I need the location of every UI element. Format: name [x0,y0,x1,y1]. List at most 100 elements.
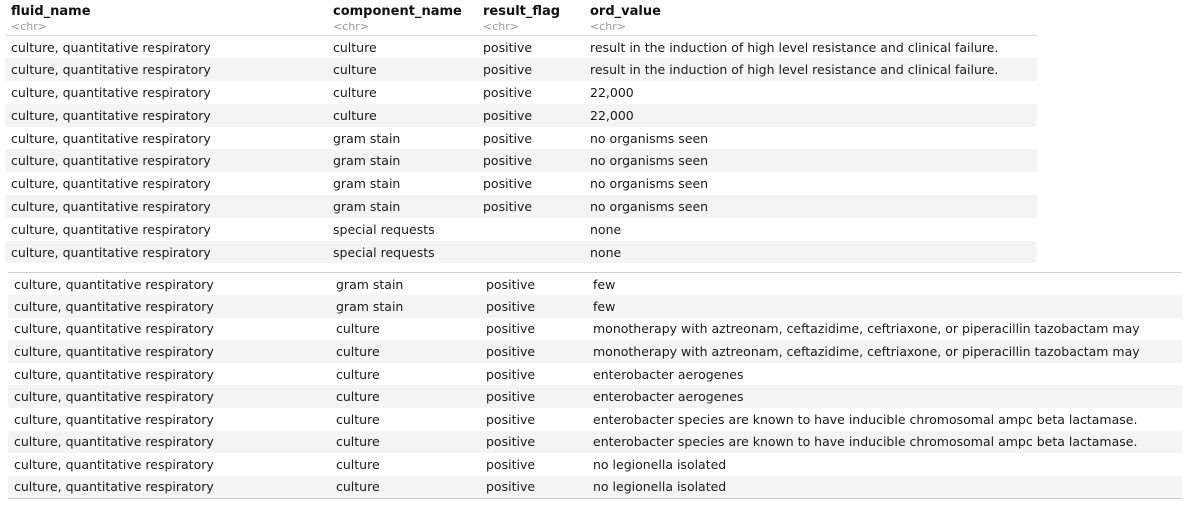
table-row: culture, quantitative respiratory culture… [8,362,1182,386]
cell-fluid-name: culture, quantitative respiratory [11,176,211,192]
table-row: culture, quantitative respiratory culture… [8,430,1182,454]
table-row: culture, quantitative respiratory culture… [8,340,1182,363]
table-row: culture, quantitative respiratory culture… [8,385,1182,409]
table-row: culture, quantitative respiratory culture… [8,317,1182,341]
cell-result-flag [477,241,584,264]
table-row: culture, quantitative respiratory culture… [5,58,1037,82]
results-table-top: fluid_name component_name result_flag or… [5,3,1037,264]
cell-fluid-name: culture, quantitative respiratory [11,107,211,123]
cell-component-name: gram stain [333,153,401,169]
cell-component-name: culture [333,39,377,55]
table-row: culture, quantitative respiratory gram st… [8,295,1182,318]
cell-fluid-name: culture, quantitative respiratory [14,321,214,337]
column-type-component-name: <chr> [327,20,477,36]
table-row: culture, quantitative respiratory gram st… [5,126,1037,150]
cell-ord-value: no legionella isolated [593,457,727,473]
cell-fluid-name: culture, quantitative respiratory [14,434,214,450]
cell-result-flag: positive [483,176,533,192]
cell-component-name: culture [336,389,380,405]
cell-ord-value: no legionella isolated [593,479,727,495]
cell-ord-value: no organisms seen [590,176,709,192]
cell-component-name: gram stain [336,276,404,292]
cell-result-flag: positive [483,84,533,100]
table-row: culture, quantitative respiratory gram st… [5,172,1037,196]
cell-ord-value: result in the induction of high level re… [590,39,999,55]
column-type-result-flag: <chr> [477,20,584,36]
table-row: culture, quantitative respiratory gram st… [5,195,1037,218]
cell-fluid-name: culture, quantitative respiratory [11,244,211,260]
cell-fluid-name: culture, quantitative respiratory [14,389,214,405]
column-type-ord-value: <chr> [584,20,1037,36]
cell-component-name: culture [333,84,377,100]
cell-result-flag: positive [483,62,533,78]
table-row: culture, quantitative respiratory gram st… [5,149,1037,173]
cell-result-flag: positive [486,434,536,450]
cell-result-flag: positive [483,198,533,214]
cell-ord-value: no organisms seen [590,130,709,146]
cell-result-flag: positive [486,298,536,314]
table-body-top: culture, quantitative respiratory culture… [5,35,1037,264]
cell-fluid-name: culture, quantitative respiratory [11,130,211,146]
column-type-fluid-name: <chr> [5,20,327,36]
cell-ord-value: monotherapy with aztreonam, ceftazidime,… [593,321,1140,337]
cell-result-flag: positive [486,479,536,495]
cell-ord-value: enterobacter aerogenes [593,389,744,405]
cell-ord-value: enterobacter species are known to have i… [593,411,1138,427]
cell-ord-value: result in the induction of high level re… [590,62,999,78]
cell-result-flag: positive [486,389,536,405]
column-header-fluid-name[interactable]: fluid_name [11,4,91,19]
cell-component-name: special requests [333,244,435,260]
table-row: culture, quantitative respiratory culture… [8,453,1182,476]
cell-fluid-name: culture, quantitative respiratory [14,479,214,495]
cell-component-name: gram stain [333,130,401,146]
cell-component-name: culture [336,344,380,360]
header-row: fluid_name component_name result_flag or… [5,3,1037,20]
table-row: culture, quantitative respiratory special… [5,217,1037,241]
cell-ord-value: enterobacter species are known to have i… [593,434,1138,450]
cell-result-flag: positive [483,130,533,146]
cell-component-name: culture [333,107,377,123]
cell-ord-value: few [593,276,616,292]
table-body-bottom: culture, quantitative respiratory gram st… [8,272,1182,499]
cell-ord-value: none [590,221,622,237]
cell-component-name: culture [333,62,377,78]
column-header-component-name[interactable]: component_name [333,4,462,19]
table-row: culture, quantitative respiratory culture… [8,408,1182,431]
cell-ord-value: 22,000 [590,107,634,123]
cell-component-name: culture [336,411,380,427]
cell-component-name: culture [336,434,380,450]
table-row: culture, quantitative respiratory special… [5,240,1037,264]
cell-fluid-name: culture, quantitative respiratory [14,298,214,314]
cell-component-name: gram stain [333,198,401,214]
cell-component-name: special requests [333,221,435,237]
cell-component-name: gram stain [333,176,401,192]
cell-ord-value: no organisms seen [590,198,709,214]
cell-fluid-name: culture, quantitative respiratory [14,344,214,360]
cell-fluid-name: culture, quantitative respiratory [14,457,214,473]
cell-component-name: culture [336,366,380,382]
cell-result-flag: positive [483,107,533,123]
cell-result-flag: positive [486,411,536,427]
cell-component-name: culture [336,457,380,473]
cell-fluid-name: culture, quantitative respiratory [14,411,214,427]
cell-result-flag: positive [486,276,536,292]
table-row: culture, quantitative respiratory culture… [5,81,1037,104]
column-header-result-flag[interactable]: result_flag [483,4,561,19]
cell-ord-value: none [590,244,622,260]
column-type-row: <chr> <chr> <chr> <chr> [5,20,1037,36]
cell-result-flag: positive [486,321,536,337]
table-row: culture, quantitative respiratory culture… [5,103,1037,127]
cell-fluid-name: culture, quantitative respiratory [14,276,214,292]
cell-fluid-name: culture, quantitative respiratory [11,198,211,214]
table-row: culture, quantitative respiratory gram st… [8,272,1182,296]
cell-fluid-name: culture, quantitative respiratory [11,221,211,237]
column-header-ord-value[interactable]: ord_value [590,4,661,19]
cell-fluid-name: culture, quantitative respiratory [11,153,211,169]
cell-ord-value: 22,000 [590,84,634,100]
cell-result-flag: positive [486,344,536,360]
cell-result-flag: positive [483,153,533,169]
cell-ord-value: no organisms seen [590,153,709,169]
cell-result-flag: positive [486,366,536,382]
cell-component-name: gram stain [336,298,404,314]
cell-fluid-name: culture, quantitative respiratory [14,366,214,382]
